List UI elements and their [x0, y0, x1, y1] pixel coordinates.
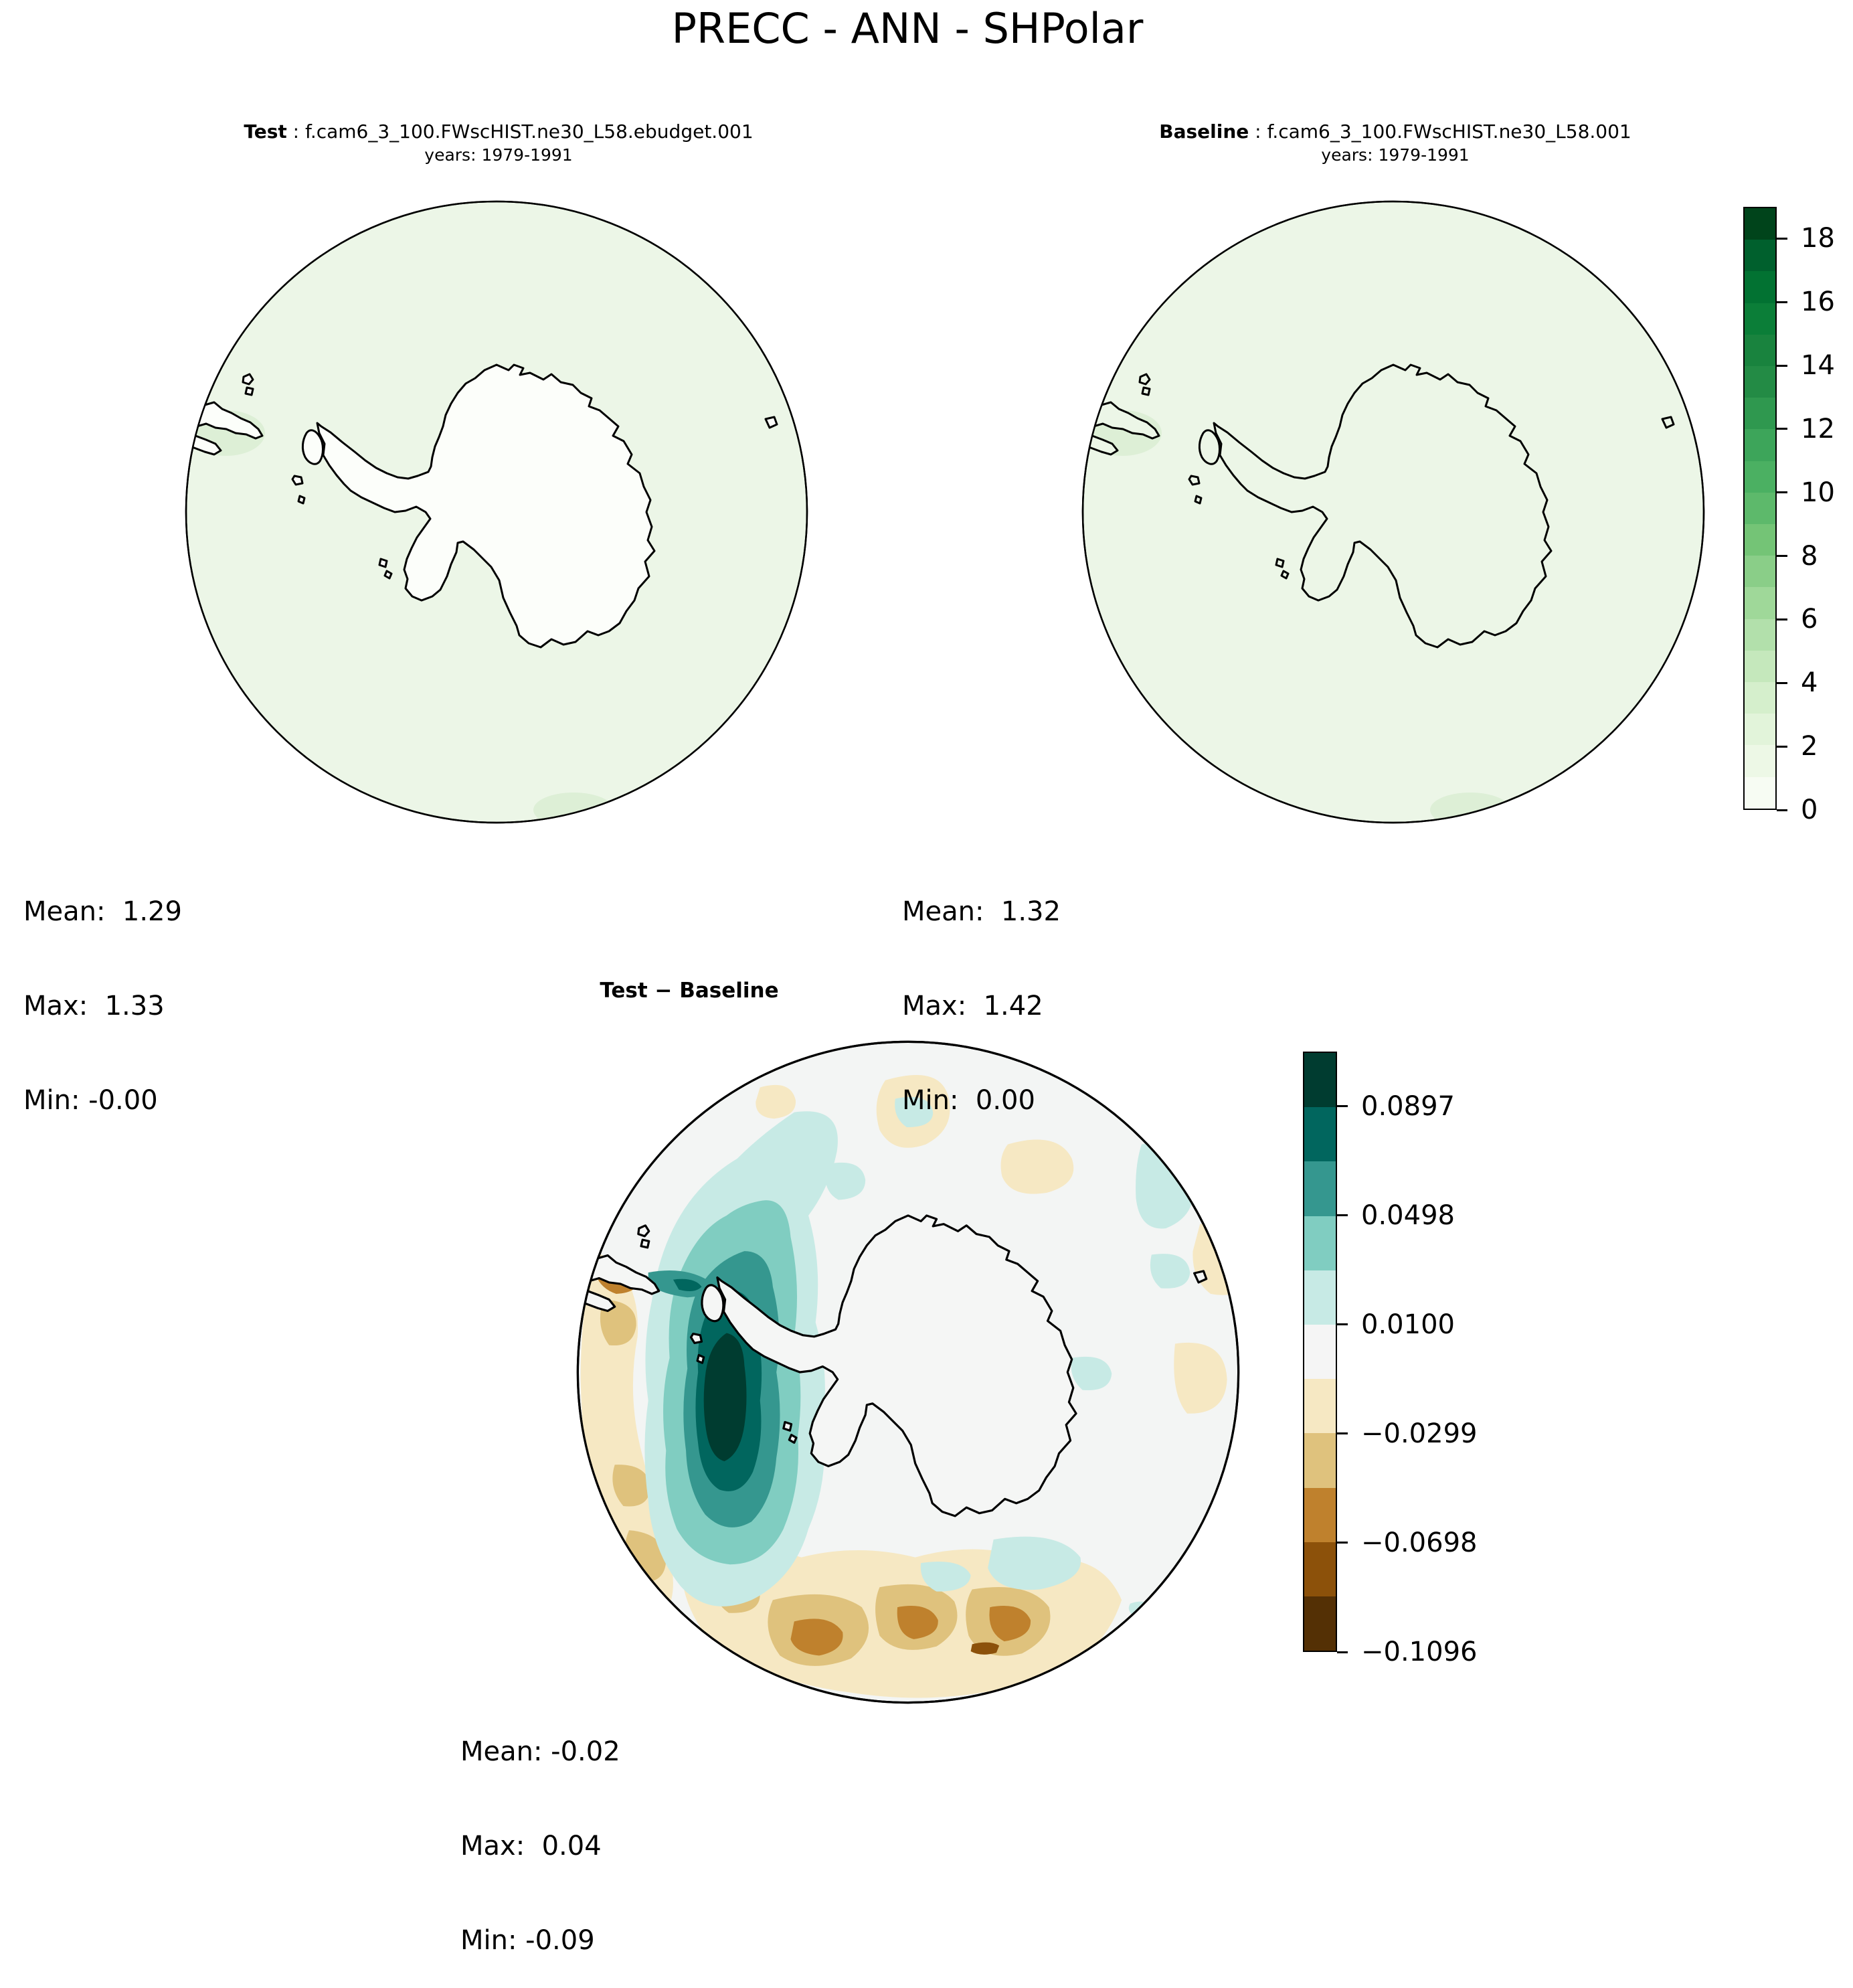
colorbar-segment: [1745, 492, 1775, 525]
colorbar-tick-label: 0.0897: [1361, 1090, 1455, 1122]
page-title: PRECC - ANN - SHPolar: [671, 4, 1144, 53]
colorbar-segment: [1745, 556, 1775, 588]
diff-mean: Mean: -0.02: [460, 1736, 620, 1767]
baseline-years-label: years: 1979-1991: [1321, 145, 1470, 165]
colorbar-segment: [1745, 714, 1775, 746]
baseline-max: Max: 1.42: [902, 991, 1043, 1021]
diff-stats: Mean: -0.02 Max: 0.04 Min: -0.09: [460, 1673, 620, 1988]
colorbar-segment: [1304, 1270, 1336, 1325]
colorbar-segment: [1745, 650, 1775, 683]
colorbar-tick-mark: [1777, 491, 1787, 494]
colorbar-segment: [1745, 745, 1775, 777]
baseline-mean: Mean: 1.32: [902, 896, 1061, 927]
colorbar-segment: [1304, 1379, 1336, 1434]
colorbar-segment: [1304, 1053, 1336, 1108]
colorbar-tick-label: 8: [1801, 540, 1818, 572]
colorbar-segment: [1745, 334, 1775, 367]
colorbar-segment: [1304, 1216, 1336, 1270]
colorbar-segment: [1304, 1433, 1336, 1488]
colorbar-tick-mark: [1777, 809, 1787, 811]
test-years-label: years: 1979-1991: [424, 145, 573, 165]
colorbar-segment: [1745, 776, 1775, 809]
colorbar-tick-label: −0.0698: [1361, 1527, 1478, 1558]
colorbar-segment: [1745, 524, 1775, 556]
colorbar-tick-mark: [1777, 618, 1787, 620]
colorbar-tick-mark: [1337, 1214, 1348, 1217]
colorbar-tick-mark: [1337, 1432, 1348, 1435]
colorbar-segment: [1745, 398, 1775, 430]
diff-colorbar: [1303, 1052, 1337, 1652]
colorbar-tick-mark: [1777, 745, 1787, 748]
colorbar-segment: [1304, 1324, 1336, 1380]
baseline-panel-title: Baseline : f.cam6_3_100.FWscHIST.ne30_L5…: [1061, 120, 1730, 165]
diff-panel-title: Test − Baseline: [600, 979, 779, 1003]
colorbar-segment: [1745, 461, 1775, 493]
test-max: Max: 1.33: [23, 991, 165, 1021]
baseline-run-label: Baseline : f.cam6_3_100.FWscHIST.ne30_L5…: [1159, 120, 1631, 143]
colorbar-tick-label: 2: [1801, 731, 1818, 762]
colorbar-segment: [1745, 429, 1775, 461]
colorbar-tick-mark: [1777, 681, 1787, 684]
colorbar-tick-mark: [1337, 1542, 1348, 1544]
colorbar-tick-label: 10: [1801, 477, 1835, 508]
colorbar-tick-label: 6: [1801, 604, 1818, 635]
test-stats: Mean: 1.29 Max: 1.33 Min: -0.00: [23, 833, 182, 1148]
colorbar-segment: [1745, 682, 1775, 714]
colorbar-segment: [1304, 1487, 1336, 1542]
colorbar-tick-label: 4: [1801, 667, 1818, 699]
colorbar-segment: [1304, 1107, 1336, 1162]
colorbar-segment: [1745, 303, 1775, 335]
colorbar-segment: [1745, 240, 1775, 272]
colorbar-segment: [1745, 587, 1775, 619]
colorbar-tick-mark: [1777, 428, 1787, 430]
diff-max: Max: 0.04: [460, 1831, 602, 1861]
diff-map: [576, 1040, 1240, 1704]
colorbar-tick-label: 0.0100: [1361, 1309, 1455, 1340]
colorbar-tick-label: 18: [1801, 223, 1835, 254]
colorbar-tick-label: 0.0498: [1361, 1199, 1455, 1231]
colorbar-tick-mark: [1777, 301, 1787, 303]
colorbar-tick-label: 14: [1801, 350, 1835, 382]
colorbar-tick-mark: [1777, 237, 1787, 240]
colorbar-tick-mark: [1777, 555, 1787, 558]
colorbar-segment: [1304, 1596, 1336, 1651]
baseline-min: Min: 0.00: [902, 1085, 1035, 1116]
colorbar-tick-label: 12: [1801, 413, 1835, 444]
colorbar-tick-label: −0.1096: [1361, 1637, 1478, 1667]
test-panel-title: Test : f.cam6_3_100.FWscHIST.ne30_L58.eb…: [164, 120, 833, 165]
baseline-map: [1081, 200, 1705, 824]
colorbar-tick-label: 16: [1801, 286, 1835, 318]
test-mean: Mean: 1.29: [23, 896, 182, 927]
baseline-stats: Mean: 1.32 Max: 1.42 Min: 0.00: [902, 833, 1061, 1148]
test-run-label: Test : f.cam6_3_100.FWscHIST.ne30_L58.eb…: [244, 120, 754, 143]
colorbar-tick-mark: [1337, 1323, 1348, 1326]
test-map: [185, 200, 808, 824]
colorbar-segment: [1304, 1161, 1336, 1216]
colorbar-segment: [1745, 618, 1775, 651]
figure: { "title": "PRECC - ANN - SHPolar", "pan…: [23, 4, 1835, 1956]
colorbar-segment: [1745, 271, 1775, 303]
colorbar-segment: [1745, 208, 1775, 240]
colorbar-tick-label: −0.0299: [1361, 1418, 1478, 1449]
colorbar-segment: [1745, 366, 1775, 398]
colorbar-segment: [1304, 1542, 1336, 1596]
diff-min: Min: -0.09: [460, 1925, 595, 1956]
colorbar-tick-mark: [1777, 364, 1787, 367]
colorbar-tick-label: 0: [1801, 795, 1818, 825]
precip-colorbar: [1743, 207, 1777, 810]
colorbar-tick-mark: [1337, 1105, 1348, 1108]
test-min: Min: -0.00: [23, 1085, 158, 1116]
colorbar-tick-mark: [1337, 1651, 1348, 1653]
